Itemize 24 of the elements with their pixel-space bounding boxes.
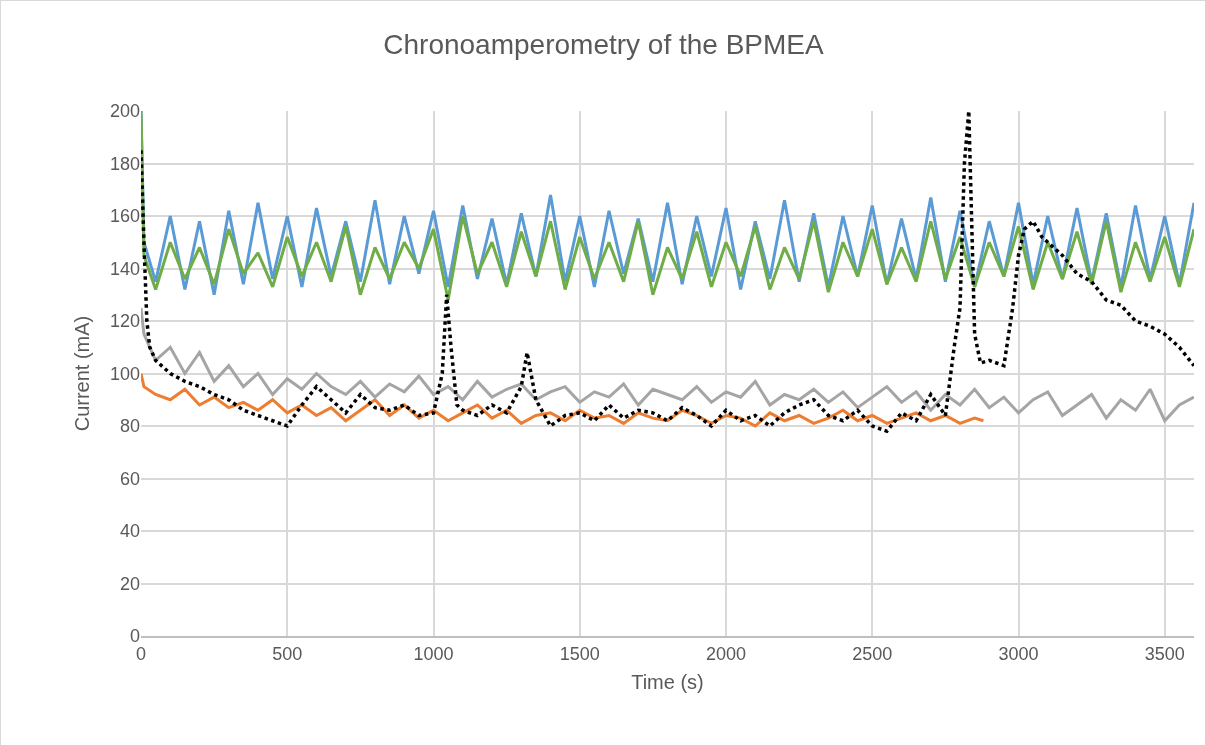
y-tick-label: 40 <box>119 521 140 542</box>
x-tick-label: 1500 <box>559 643 600 664</box>
y-tick-label: 60 <box>119 468 140 489</box>
x-axis-title: Time (s) <box>631 670 704 693</box>
y-tick-label: 0 <box>129 626 140 647</box>
x-tick-label: 1000 <box>413 643 454 664</box>
line-series <box>141 111 1194 433</box>
y-tick-label: 20 <box>119 573 140 594</box>
y-tick-label: 80 <box>119 416 140 437</box>
y-tick-label: 180 <box>109 153 140 174</box>
chart-title: Chronoamperometry of the BPMEA <box>383 29 825 61</box>
line-series <box>141 306 1194 423</box>
y-tick-label: 200 <box>109 101 140 122</box>
x-tick-label: 3000 <box>998 643 1039 664</box>
x-tick-label: 2500 <box>852 643 893 664</box>
x-tick-label: 500 <box>272 643 303 664</box>
y-tick-label: 140 <box>109 258 140 279</box>
x-tick-label: 3500 <box>1144 643 1185 664</box>
y-tick-label: 120 <box>109 311 140 332</box>
line-series <box>141 372 985 428</box>
x-tick-label: 2000 <box>705 643 747 664</box>
y-tick-label: 160 <box>109 206 140 227</box>
y-axis-title: Current (mA) <box>71 315 94 432</box>
y-tick-label: 100 <box>109 363 140 384</box>
